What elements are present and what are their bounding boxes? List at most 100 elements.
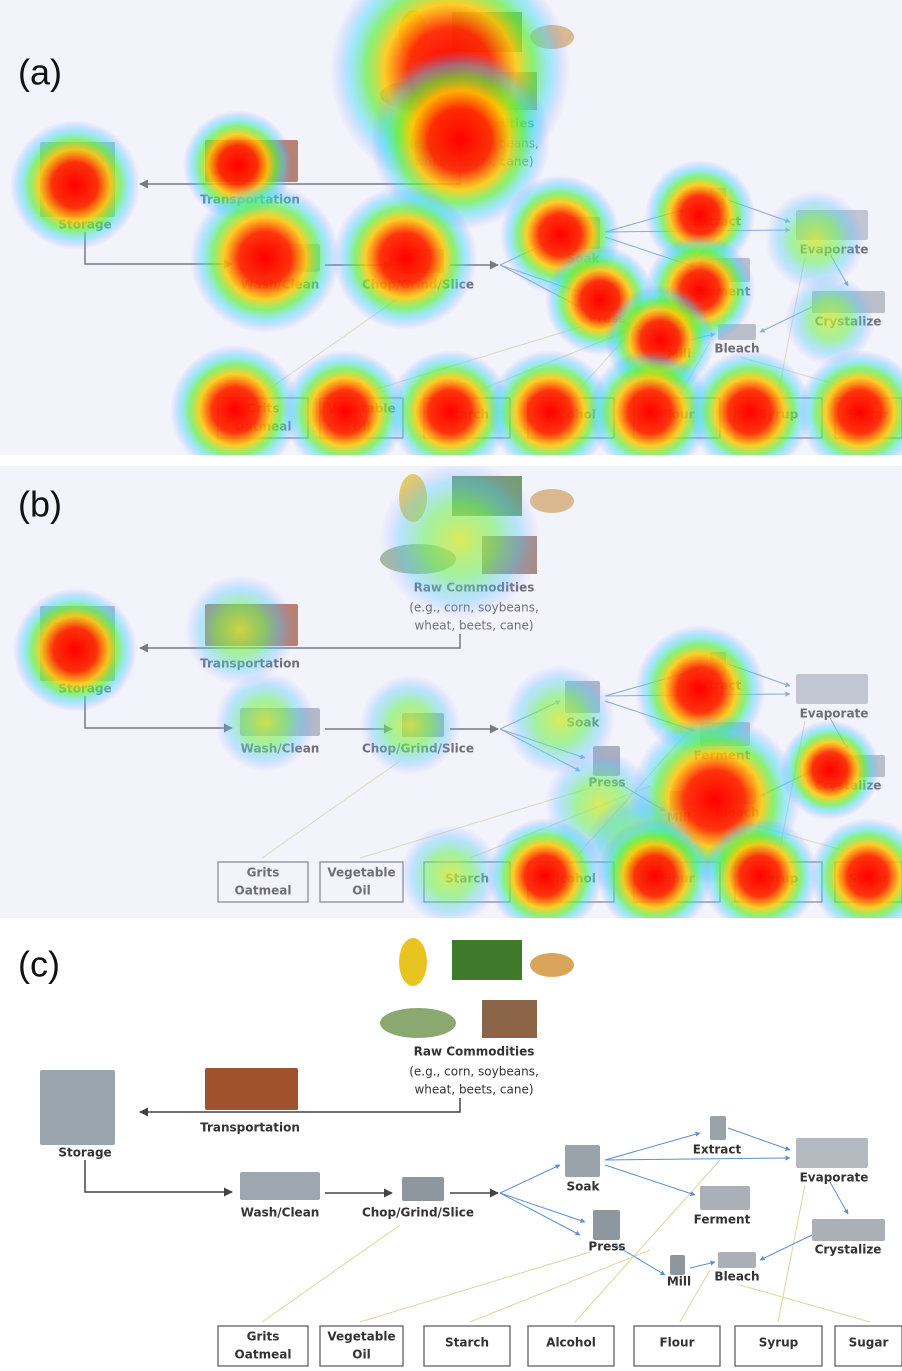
node-label: Evaporate	[800, 707, 869, 721]
heat-blob	[370, 50, 550, 230]
node-icon	[593, 1210, 620, 1240]
node-label: Soak	[567, 1180, 601, 1194]
node-label: Press	[588, 1240, 625, 1254]
product-link	[261, 1224, 401, 1323]
panel-label: (b)	[18, 484, 62, 525]
node-label: Mill	[667, 1275, 691, 1289]
product-link	[359, 1251, 591, 1323]
node-label: Transportation	[200, 1121, 300, 1135]
product-label: Oatmeal	[235, 884, 292, 898]
node-label: Crystalize	[815, 1243, 882, 1257]
node-label: Ferment	[694, 1213, 751, 1227]
node-label: Chop/Grind/Slice	[362, 1206, 474, 1220]
product-label: Flour	[659, 1336, 694, 1350]
product-label: Vegetable	[327, 866, 395, 880]
product-link	[679, 1269, 711, 1323]
wheat-image	[530, 953, 574, 977]
heat-blob	[283, 350, 407, 455]
heat-blob	[798, 350, 902, 455]
diagram: Raw Commodities (e.g., corn, soybeans, whe…	[40, 938, 902, 1367]
node-icon	[402, 1177, 444, 1201]
product-box	[423, 1325, 511, 1367]
product-box	[834, 1325, 902, 1367]
product-link	[469, 1249, 651, 1323]
node-label: Bleach	[714, 1270, 759, 1284]
product-label: Sugar	[849, 1336, 889, 1350]
heat-blob	[597, 818, 713, 918]
heat-blob	[190, 183, 340, 333]
node-label: Extract	[693, 1143, 742, 1157]
heat-blob	[360, 675, 460, 775]
panel-label: (c)	[18, 944, 60, 985]
node-icon	[700, 1186, 750, 1210]
product-label: Oil	[352, 884, 370, 898]
process-arrow	[604, 1164, 696, 1196]
process-arrow	[759, 1234, 813, 1261]
node-icon	[812, 1219, 885, 1241]
heat-blob	[185, 575, 295, 685]
process-arrow	[499, 1164, 561, 1194]
heat-blob	[400, 825, 500, 918]
product-link	[261, 760, 401, 859]
node-icon	[718, 1252, 756, 1268]
heat-blob	[810, 818, 902, 918]
wheat-image	[530, 489, 574, 513]
panel-a: Raw Commodities(e.g., corn, soybeans,whe…	[0, 0, 902, 455]
product-label: Starch	[445, 1336, 489, 1350]
process-arrow	[614, 1244, 666, 1276]
heat-blob	[780, 720, 880, 820]
process-arrow	[604, 1155, 791, 1161]
panel-b: Raw Commodities(e.g., corn, soybeans,whe…	[0, 466, 902, 918]
heat-blob	[487, 818, 603, 918]
product-label: Oil	[352, 1348, 370, 1362]
process-arrow	[829, 1181, 849, 1215]
product-label: Oatmeal	[235, 1348, 292, 1362]
node-icon	[796, 1138, 868, 1168]
process-arrow	[689, 1260, 716, 1269]
product-box	[217, 1325, 309, 1367]
node-icon	[205, 1068, 298, 1110]
node-icon	[565, 1145, 600, 1177]
heat-blob	[333, 186, 477, 330]
heat-blob	[488, 350, 612, 455]
product-box	[527, 1325, 615, 1367]
source-note: wheat, beets, cane)	[414, 619, 533, 633]
node-label: Wash/Clean	[241, 1206, 320, 1220]
process-arrow	[727, 1127, 791, 1151]
heat-blob	[765, 190, 865, 290]
source-title: Raw Commodities	[414, 1045, 535, 1059]
product-label: Syrup	[759, 1336, 799, 1350]
panel-label: (a)	[18, 52, 62, 93]
process-arrow	[499, 1192, 586, 1223]
beet-image	[380, 1008, 456, 1038]
heat-blob	[505, 665, 615, 775]
product-box	[319, 1325, 404, 1367]
heat-blob	[388, 350, 512, 455]
heat-blob	[10, 120, 140, 250]
flow-arrow	[84, 1160, 233, 1197]
product-link	[777, 1184, 806, 1323]
product-box	[319, 861, 404, 903]
heat-blob	[688, 350, 812, 455]
node-label: Storage	[58, 1146, 111, 1160]
heat-blob	[785, 275, 875, 365]
heat-blob	[215, 672, 315, 772]
corn-image	[399, 938, 427, 986]
product-label: Grits	[247, 866, 280, 880]
heat-blob	[380, 466, 540, 620]
product-link	[739, 1284, 871, 1323]
product-label: Vegetable	[327, 1330, 395, 1344]
source-note: (e.g., corn, soybeans,	[409, 1065, 539, 1079]
heat-blob	[170, 345, 300, 455]
node-icon	[670, 1255, 685, 1275]
node-label: Evaporate	[800, 1171, 869, 1185]
product-box	[734, 1325, 823, 1367]
product-label: Grits	[247, 1330, 280, 1344]
process-arrow	[604, 1131, 701, 1161]
node-icon	[710, 1116, 726, 1140]
source-note: wheat, beets, cane)	[414, 1083, 533, 1097]
panel-c: Raw Commodities (e.g., corn, soybeans, whe…	[18, 938, 902, 1367]
node-icon	[240, 1172, 320, 1200]
process-arrow	[499, 1192, 581, 1236]
